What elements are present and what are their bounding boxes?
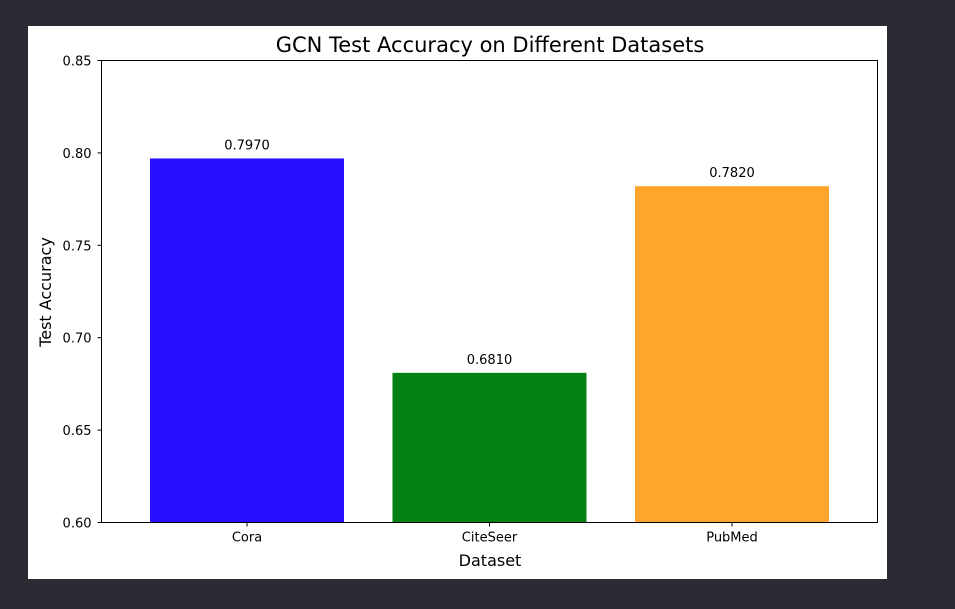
y-tick-label: 0.65 [63,424,92,439]
x-axis-label: Dataset [459,551,522,570]
value-label-pubmed: 0.7820 [709,166,755,181]
y-axis-label: Test Accuracy [36,237,55,348]
bar-chart: GCN Test Accuracy on Different Datasets … [36,33,878,570]
chart-title: GCN Test Accuracy on Different Datasets [276,33,705,57]
y-axis: 0.60 0.65 0.70 0.75 0.80 0.85 [63,55,102,532]
bars-layer [150,158,829,523]
bar-pubmed [635,186,829,523]
x-tick-label: CiteSeer [462,531,518,546]
value-label-citeseer: 0.6810 [467,353,513,368]
y-tick-label: 0.80 [63,147,92,162]
bar-cora [150,158,344,523]
x-tick-label: PubMed [706,531,758,546]
x-axis: Cora CiteSeer PubMed [232,522,758,546]
y-tick-label: 0.75 [63,239,92,254]
value-labels-layer: 0.7970 0.6810 0.7820 [224,138,755,367]
x-tick-label: Cora [232,531,262,546]
chart-figure: GCN Test Accuracy on Different Datasets … [28,26,887,579]
value-label-cora: 0.7970 [224,138,270,153]
bar-citeseer [392,372,587,523]
y-tick-label: 0.85 [63,55,92,70]
y-tick-label: 0.70 [63,332,92,347]
y-tick-label: 0.60 [63,517,92,532]
